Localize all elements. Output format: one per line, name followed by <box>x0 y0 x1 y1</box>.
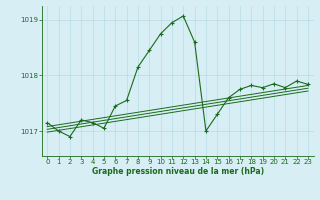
X-axis label: Graphe pression niveau de la mer (hPa): Graphe pression niveau de la mer (hPa) <box>92 167 264 176</box>
